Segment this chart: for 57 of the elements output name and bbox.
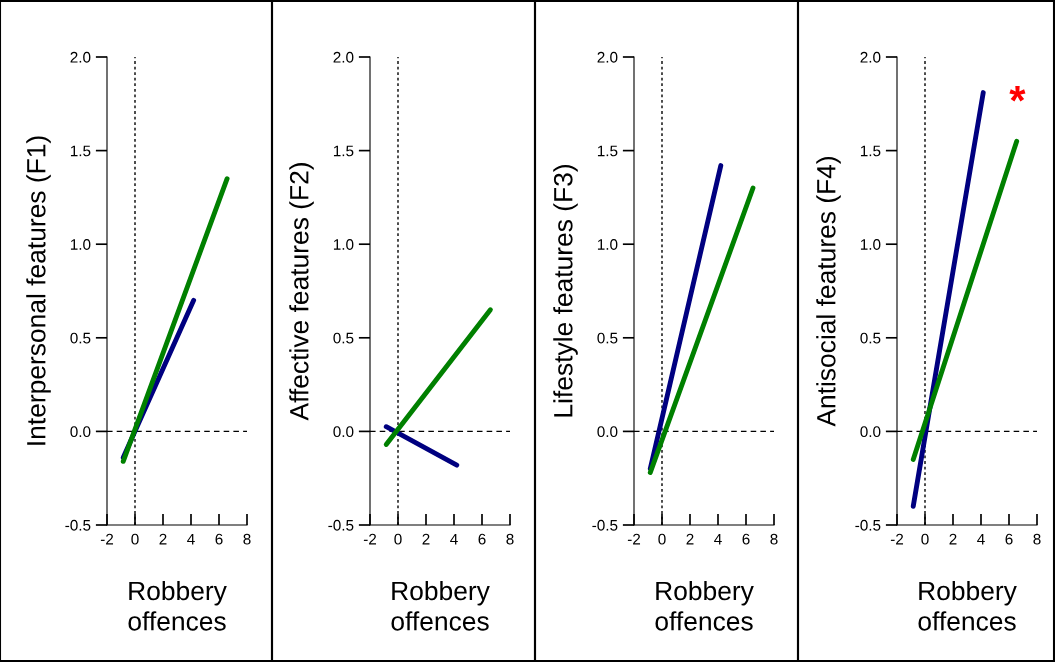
x-tick-label: 8 <box>506 533 514 545</box>
y-axis-title: Lifestyle features (F3) <box>553 165 578 417</box>
x-axis-title: Robbery offences <box>655 580 754 631</box>
y-tick-label: 0.5 <box>70 332 91 344</box>
x-tick-label: 0 <box>658 533 666 545</box>
x-tick-label: 0 <box>131 533 139 545</box>
y-tick-label: -0.5 <box>328 519 354 531</box>
y-tick-label: 1.0 <box>597 239 618 250</box>
x-tick-label: 4 <box>187 533 195 545</box>
y-tick-label: 0.0 <box>597 426 618 438</box>
y-tick-label: 0.5 <box>860 332 881 344</box>
x-tick-label: -2 <box>890 533 904 545</box>
y-tick-label: 1.5 <box>597 145 618 157</box>
y-tick-label: 1.0 <box>70 239 91 250</box>
y-tick-label: 0.5 <box>333 332 354 344</box>
y-tick-label: -0.5 <box>592 519 618 531</box>
x-tick-label: 8 <box>1033 533 1041 545</box>
x-axis-title: Robbery offences <box>128 580 227 631</box>
x-tick-label: 4 <box>714 533 722 545</box>
x-tick-label: 2 <box>949 533 957 545</box>
y-tick-label: 0.5 <box>597 332 618 344</box>
y-axis-title: Antisocial features (F4) <box>816 156 841 427</box>
x-tick-label: 6 <box>215 533 223 545</box>
x-tick-label: 8 <box>770 533 778 545</box>
y-tick-label: 2.0 <box>597 51 618 63</box>
x-tick-label: 6 <box>742 533 750 545</box>
x-tick-label: 0 <box>921 533 929 545</box>
x-tick-label: 4 <box>977 533 985 545</box>
x-tick-label: 2 <box>422 533 430 545</box>
y-tick-label: -0.5 <box>65 519 91 531</box>
y-tick-label: 1.0 <box>860 239 881 250</box>
y-tick-label: 0.0 <box>860 426 881 438</box>
x-axis-title: Robbery offences <box>391 580 490 631</box>
x-tick-label: -2 <box>100 533 114 545</box>
y-tick-label: 1.5 <box>333 145 354 157</box>
y-tick-label: 0.0 <box>70 426 91 438</box>
x-axis-title: Robbery offences <box>918 580 1017 631</box>
y-tick-label: 1.5 <box>70 145 91 157</box>
x-tick-label: 0 <box>394 533 402 545</box>
x-tick-label: 6 <box>1005 533 1013 545</box>
y-axis-title: Affective features (F2) <box>289 163 314 421</box>
y-tick-label: 2.0 <box>333 51 354 63</box>
y-tick-label: 2.0 <box>70 51 91 63</box>
y-tick-label: 0.0 <box>333 426 354 438</box>
x-tick-label: -2 <box>627 533 641 545</box>
x-tick-label: -2 <box>363 533 377 545</box>
x-tick-label: 2 <box>686 533 694 545</box>
x-tick-label: 8 <box>243 533 251 545</box>
x-tick-label: 2 <box>159 533 167 545</box>
y-tick-label: 1.0 <box>333 239 354 250</box>
y-tick-label: -0.5 <box>855 519 881 531</box>
y-axis-title: Interpersonal features (F1) <box>26 136 51 445</box>
x-tick-label: 4 <box>450 533 458 545</box>
annotation: * <box>1009 85 1026 102</box>
x-tick-label: 6 <box>478 533 486 545</box>
y-tick-label: 1.5 <box>860 145 881 157</box>
y-tick-label: 2.0 <box>860 51 881 63</box>
